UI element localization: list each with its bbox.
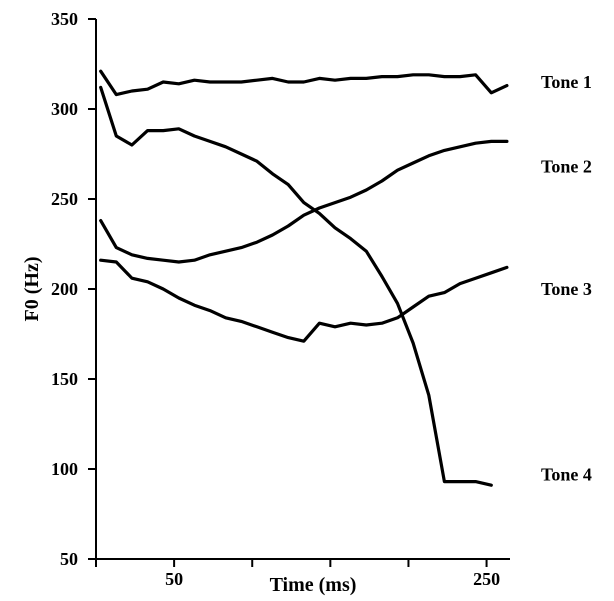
y-axis-title: F0 (Hz) [21,257,43,322]
y-tick-label: 100 [51,459,78,479]
tone-1-line [99,69,509,97]
tone-3-line [99,258,509,343]
x-tick-label: 250 [473,569,500,589]
tone-1-label: Tone 1 [541,72,592,92]
series-labels: Tone 1 Tone 2 Tone 3 Tone 4 [541,72,592,484]
y-ticks: 50 100 150 200 250 300 350 [51,9,96,569]
tone-3-label: Tone 3 [541,279,592,299]
y-tick-label: 350 [51,9,78,29]
tone-4-line [99,85,493,487]
tone-2-line [99,139,509,264]
x-ticks: 50 250 [95,559,500,589]
y-tick-label: 250 [51,189,78,209]
y-tick-label: 150 [51,369,78,389]
y-tick-label: 200 [51,279,78,299]
x-tick-label: 50 [165,569,183,589]
tone-4-label: Tone 4 [541,464,592,484]
series-lines [99,69,509,487]
y-tick-label: 300 [51,99,78,119]
tone-2-label: Tone 2 [541,157,592,177]
x-axis-title: Time (ms) [270,574,357,596]
y-tick-label: 50 [60,549,78,569]
